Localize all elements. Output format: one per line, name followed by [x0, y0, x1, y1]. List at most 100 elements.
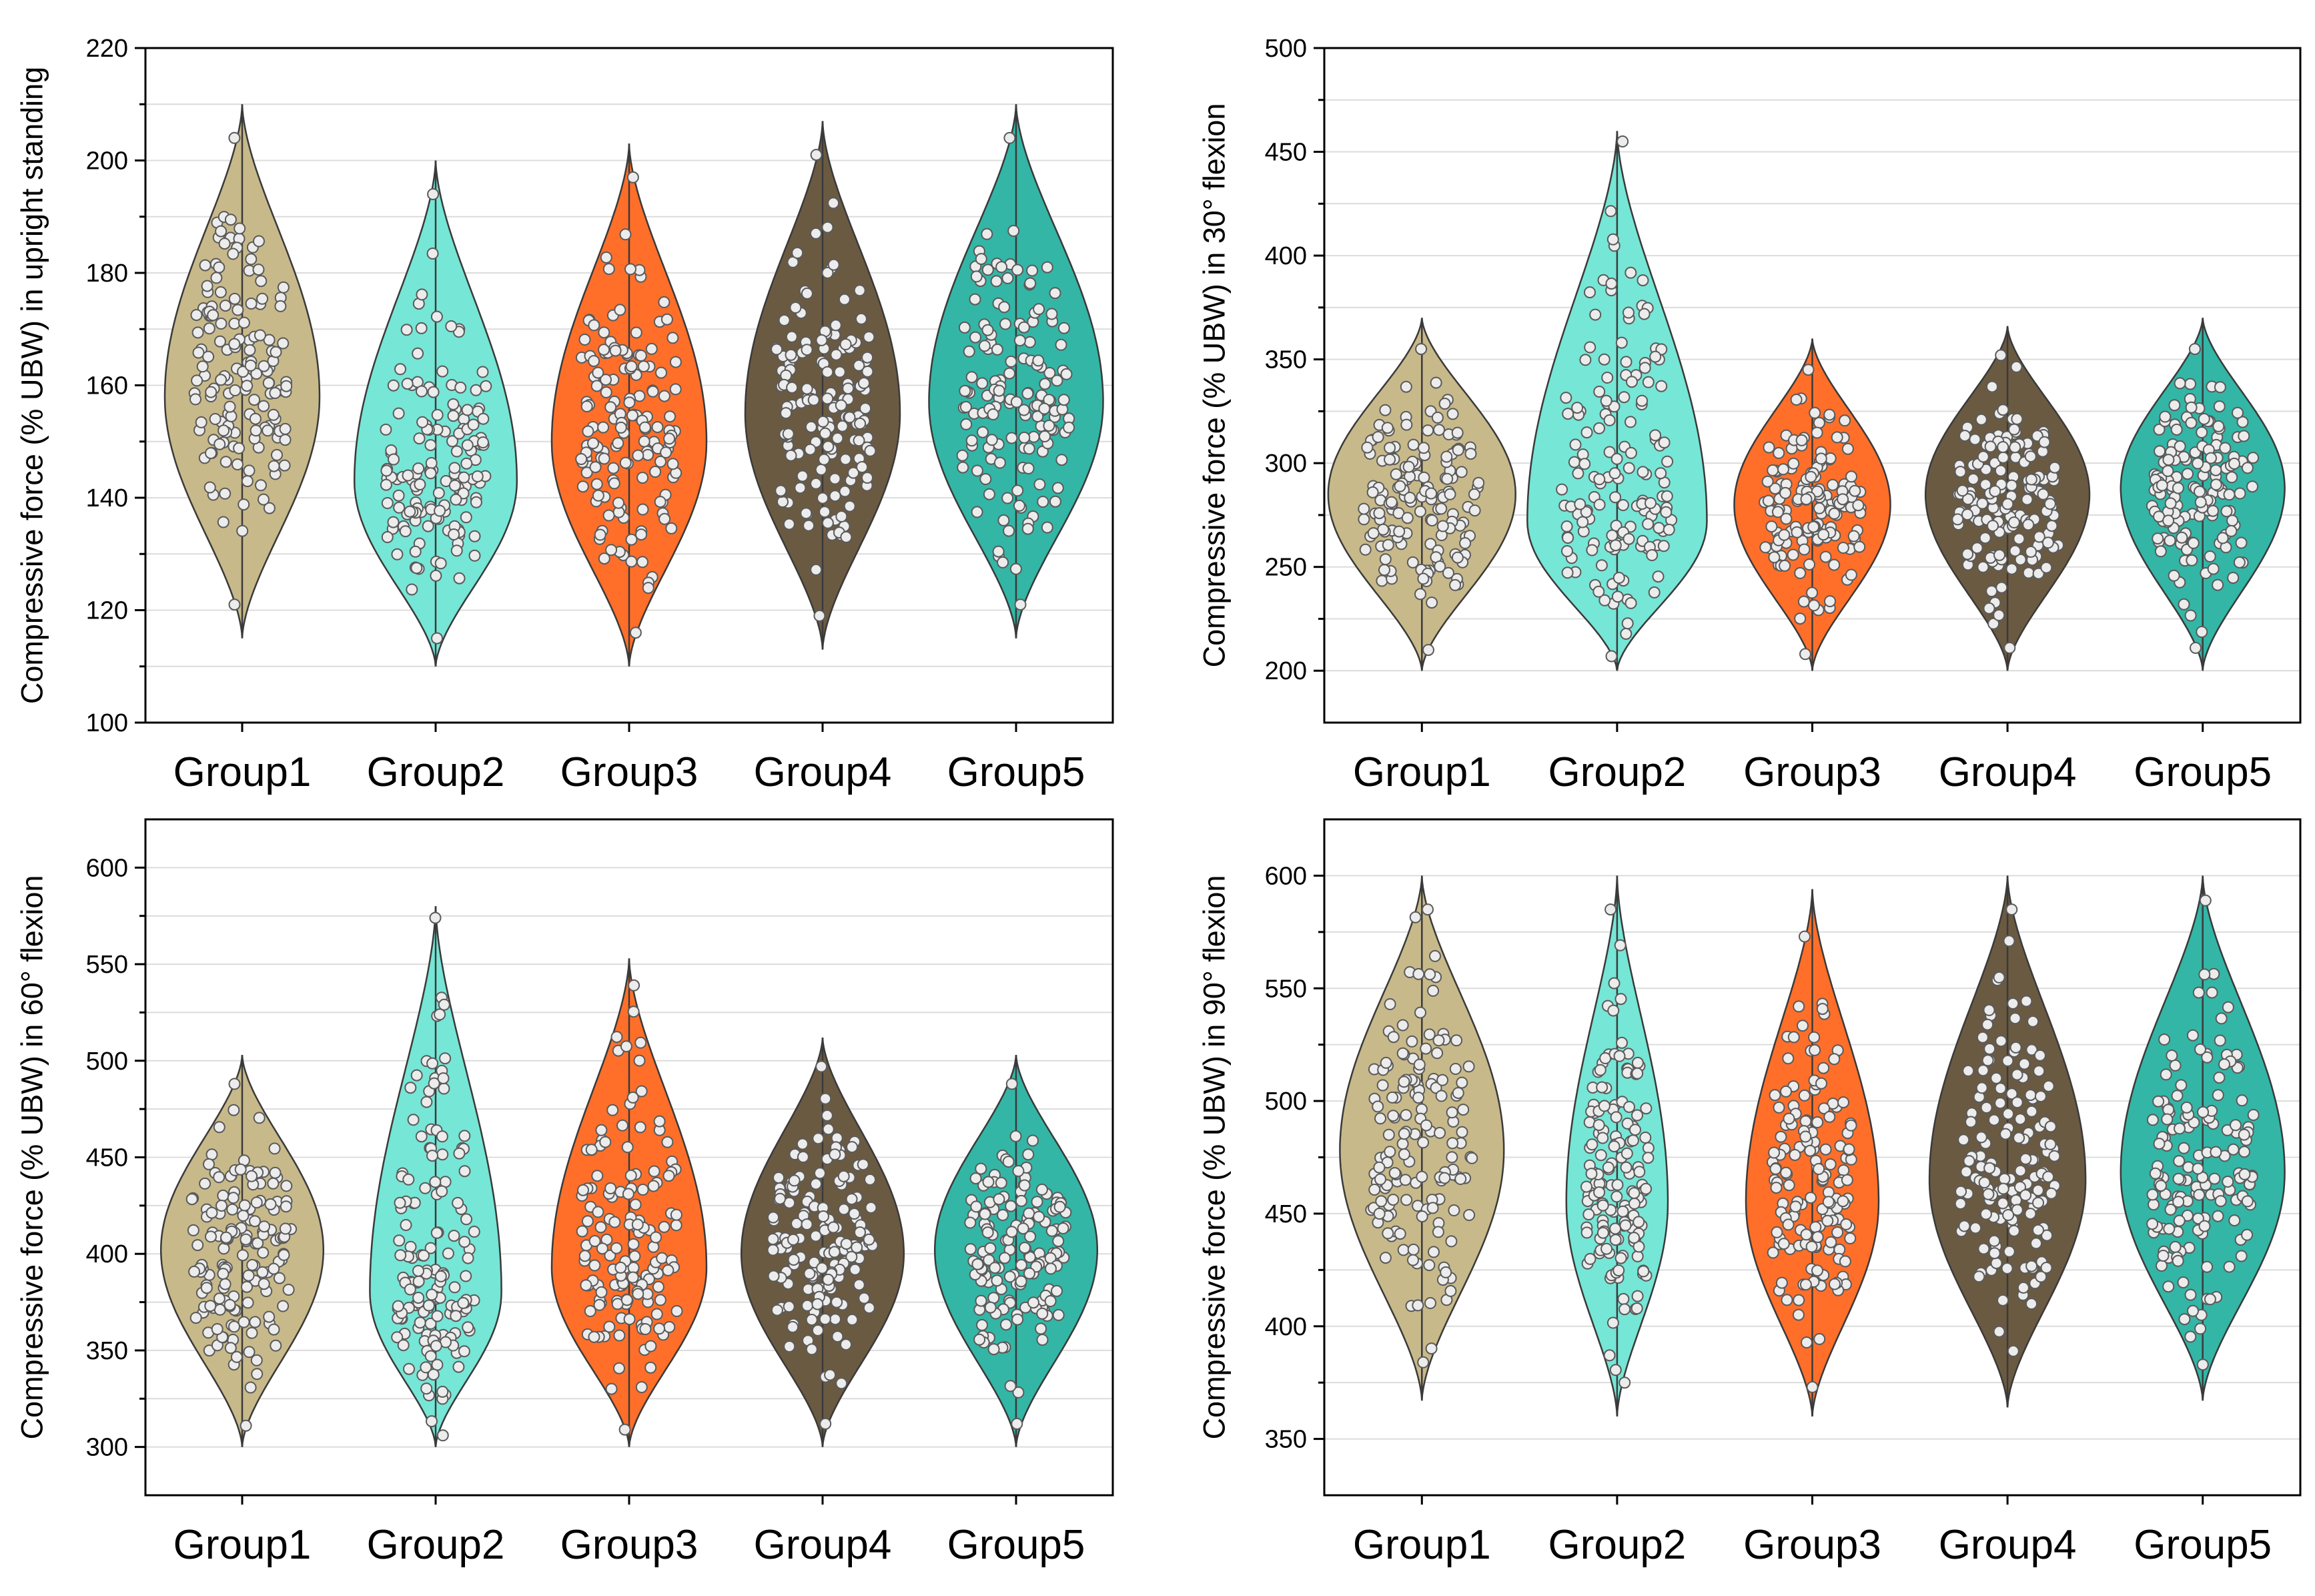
data-point	[2238, 1128, 2250, 1141]
data-point	[2020, 995, 2033, 1008]
data-point	[2247, 1109, 2260, 1121]
data-point	[210, 272, 223, 284]
data-point	[1041, 521, 1053, 534]
violin-group1	[159, 1054, 325, 1447]
data-point	[279, 434, 292, 446]
data-point	[2212, 1210, 2224, 1222]
data-point	[2035, 1270, 2047, 1283]
data-point	[1997, 451, 2009, 464]
data-point	[1639, 1132, 1652, 1144]
data-point	[1425, 1342, 1438, 1355]
data-point	[1015, 1275, 1027, 1288]
data-point	[203, 322, 215, 335]
data-point	[2025, 1260, 2038, 1272]
data-point	[1981, 1018, 1994, 1031]
data-point	[419, 1182, 432, 1194]
data-point	[2044, 1138, 2057, 1150]
data-point	[588, 355, 600, 368]
data-point	[1802, 364, 1815, 376]
data-point	[1430, 376, 1442, 389]
data-point	[1052, 1235, 1065, 1248]
data-point	[1791, 526, 1803, 538]
data-point	[1620, 356, 1633, 368]
data-point	[458, 1130, 471, 1142]
data-point	[1000, 1318, 1012, 1331]
data-point	[821, 266, 834, 279]
data-point	[264, 1198, 277, 1210]
data-point	[2235, 536, 2248, 549]
x-tick-label: Group2	[367, 749, 505, 795]
data-point	[2156, 479, 2168, 492]
data-point	[650, 1231, 662, 1244]
data-point	[205, 1230, 217, 1243]
data-point	[2184, 1288, 2197, 1301]
data-point	[1022, 462, 1035, 474]
y-tick-label: 500	[86, 1048, 128, 1076]
data-point	[973, 1333, 986, 1346]
data-point	[863, 331, 875, 344]
violin-group2	[369, 906, 502, 1447]
data-point	[1994, 1082, 2007, 1095]
data-point	[577, 1184, 589, 1196]
data-point	[436, 1385, 449, 1398]
data-point	[2161, 1113, 2174, 1126]
data-point	[418, 1249, 430, 1262]
data-point	[810, 477, 823, 490]
data-point	[213, 1292, 225, 1305]
data-point	[596, 1242, 608, 1255]
data-point	[660, 313, 673, 326]
data-point	[1013, 499, 1025, 512]
data-point	[1610, 1111, 1623, 1124]
data-point	[1841, 442, 1854, 455]
data-point	[633, 1054, 646, 1067]
data-point	[634, 1121, 646, 1134]
data-point	[2197, 1106, 2210, 1118]
data-point	[810, 1178, 822, 1190]
data-point	[639, 1323, 652, 1335]
data-point	[404, 1082, 417, 1094]
data-point	[240, 1233, 252, 1246]
data-point	[2007, 1224, 2020, 1237]
data-point	[445, 320, 458, 332]
data-point	[436, 1148, 449, 1161]
data-point	[402, 1173, 415, 1186]
data-point	[979, 1208, 991, 1220]
data-point	[773, 1172, 785, 1184]
data-point	[1584, 1252, 1596, 1265]
data-point	[1828, 507, 1841, 520]
data-point	[1035, 1183, 1048, 1196]
data-point	[258, 1278, 270, 1290]
data-point	[1387, 1031, 1400, 1044]
data-point	[241, 475, 254, 488]
data-point	[610, 1242, 622, 1254]
data-point	[1977, 1064, 1989, 1077]
data-point	[818, 453, 831, 466]
data-point	[843, 411, 856, 424]
data-point	[835, 510, 848, 522]
data-point	[1032, 354, 1045, 367]
data-point	[2198, 968, 2211, 981]
data-point	[1456, 1126, 1468, 1138]
data-point	[1783, 1112, 1795, 1125]
data-point	[1596, 1081, 1608, 1094]
data-point	[427, 1368, 440, 1381]
data-point	[638, 435, 650, 448]
data-point	[268, 460, 280, 472]
data-point	[1464, 448, 1477, 460]
data-point	[262, 424, 274, 437]
data-point	[1975, 1082, 1988, 1094]
data-point	[2219, 442, 2232, 454]
data-point	[1803, 558, 1815, 570]
data-point	[2162, 1280, 2175, 1293]
data-point	[228, 1078, 241, 1090]
data-point	[1594, 1064, 1606, 1076]
data-point	[811, 1324, 824, 1336]
data-point	[277, 1300, 290, 1312]
data-point	[1809, 1044, 1821, 1056]
data-point	[618, 1423, 631, 1436]
data-point	[1600, 1242, 1613, 1255]
data-point	[1977, 560, 1989, 573]
data-point	[412, 347, 424, 360]
data-point	[2048, 1150, 2061, 1162]
